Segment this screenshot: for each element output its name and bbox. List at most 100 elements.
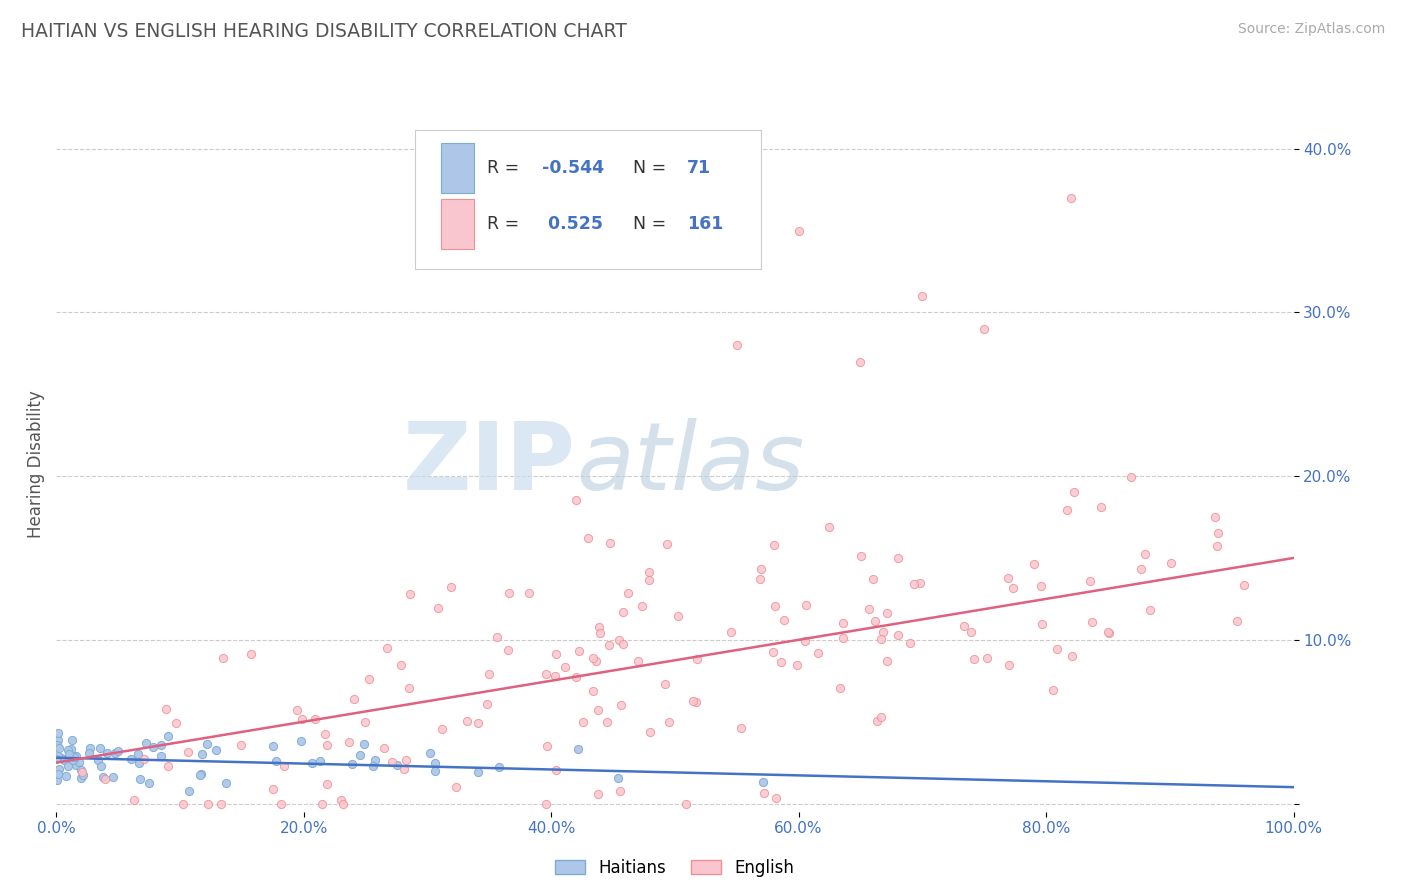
Point [79, 746, 101, 760]
Point [65, 757, 87, 772]
Point [1205, 540, 1227, 554]
Point [132, 752, 155, 766]
Point [862, 572, 884, 586]
Point [63, 749, 86, 764]
Point [129, 772, 152, 786]
Point [887, 627, 910, 641]
Point [567, 741, 589, 756]
Point [749, 562, 772, 576]
Point [419, 746, 441, 760]
Point [204, 743, 226, 757]
Text: R =: R = [486, 215, 524, 233]
Point [725, 338, 748, 352]
Point [568, 643, 591, 657]
Point [440, 580, 463, 594]
Point [56, 759, 79, 773]
Point [485, 630, 508, 644]
Point [720, 625, 742, 640]
Point [290, 734, 312, 748]
Point [150, 738, 173, 752]
Point [149, 749, 172, 764]
Text: Source: ZipAtlas.com: Source: ZipAtlas.com [1237, 22, 1385, 37]
Point [617, 586, 640, 600]
Point [1133, 547, 1156, 561]
Point [332, 797, 354, 811]
Point [262, 781, 284, 796]
Text: ZIP: ZIP [404, 417, 576, 510]
Point [627, 654, 650, 668]
Point [910, 576, 932, 591]
Point [818, 520, 841, 534]
Point [394, 762, 416, 776]
Point [612, 605, 634, 619]
Point [849, 354, 872, 368]
Point [786, 657, 808, 672]
Point [262, 739, 284, 753]
Point [498, 585, 520, 599]
Point [179, 784, 201, 798]
Point [765, 791, 787, 805]
Point [138, 776, 160, 790]
Point [157, 729, 180, 743]
Point [1045, 641, 1067, 656]
Point [426, 601, 449, 615]
Point [70, 771, 93, 785]
Point [609, 784, 631, 798]
Point [101, 771, 124, 785]
Point [48, 726, 70, 740]
Point [215, 776, 238, 790]
Text: HAITIAN VS ENGLISH HEARING DISABILITY CORRELATION CHART: HAITIAN VS ENGLISH HEARING DISABILITY CO… [21, 22, 627, 41]
Point [91, 770, 114, 784]
Text: N =: N = [633, 215, 672, 233]
Point [638, 565, 661, 579]
Point [858, 601, 880, 615]
Point [582, 651, 605, 665]
Point [301, 756, 323, 771]
Point [46, 733, 69, 747]
Point [1029, 579, 1052, 593]
Point [911, 289, 934, 303]
Point [1024, 557, 1046, 571]
Point [585, 654, 607, 668]
Point [657, 537, 679, 551]
Point [343, 692, 366, 706]
Point [361, 759, 384, 773]
Text: 161: 161 [688, 215, 724, 233]
Point [45, 751, 67, 765]
Point [62, 753, 84, 767]
Point [1233, 578, 1256, 592]
Point [658, 715, 681, 730]
Point [872, 625, 894, 640]
Point [898, 636, 921, 650]
Point [1063, 485, 1085, 500]
Point [976, 651, 998, 665]
Point [349, 748, 371, 763]
Point [127, 747, 149, 761]
FancyBboxPatch shape [415, 130, 762, 269]
Point [155, 702, 177, 716]
Point [519, 585, 541, 599]
Point [685, 652, 707, 666]
Point [610, 698, 633, 713]
Point [571, 715, 593, 730]
Point [135, 736, 157, 750]
Point [607, 633, 630, 648]
Point [59, 741, 82, 756]
Point [997, 658, 1019, 673]
Point [596, 715, 619, 730]
Point [668, 609, 690, 624]
Point [478, 666, 501, 681]
Point [963, 652, 986, 666]
Legend: Haitians, English: Haitians, English [548, 852, 801, 883]
Point [794, 598, 817, 612]
Point [1129, 561, 1152, 575]
Point [675, 797, 697, 811]
Point [337, 735, 360, 749]
Point [311, 797, 333, 811]
Point [128, 756, 150, 770]
Point [960, 624, 983, 639]
Point [56, 743, 79, 757]
Point [69, 764, 91, 778]
Point [534, 666, 557, 681]
Point [1062, 648, 1084, 663]
